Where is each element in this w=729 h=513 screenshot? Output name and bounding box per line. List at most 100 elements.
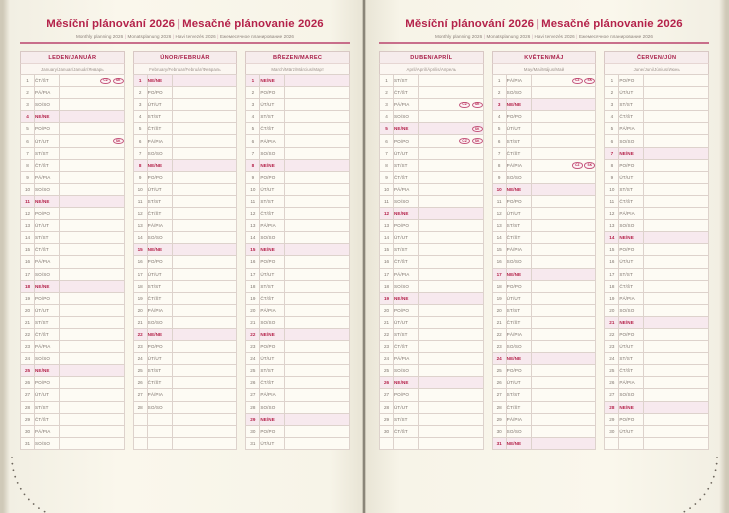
day-note-field[interactable] (643, 170, 710, 184)
day-note-field[interactable] (284, 207, 351, 221)
day-note-field[interactable] (171, 400, 238, 414)
day-note-field[interactable]: CZ SK (530, 73, 597, 88)
day-note-field[interactable] (643, 400, 710, 414)
day-note-field[interactable] (59, 170, 125, 184)
day-note-field[interactable] (171, 146, 238, 160)
day-note-field[interactable] (530, 400, 597, 414)
day-note-field[interactable] (59, 182, 125, 196)
day-note-field[interactable] (284, 146, 351, 160)
day-note-field[interactable] (530, 364, 597, 378)
day-note-field[interactable] (171, 170, 238, 184)
day-note-field[interactable] (59, 424, 125, 438)
day-note-field[interactable] (59, 267, 125, 281)
day-note-field[interactable] (284, 388, 351, 402)
day-note-field[interactable] (643, 146, 710, 160)
day-note-field[interactable] (171, 110, 238, 124)
day-note-field[interactable]: SK (418, 122, 484, 136)
day-note-field[interactable] (284, 243, 351, 257)
day-note-field[interactable]: CZ SK (59, 73, 125, 88)
day-note-field[interactable] (59, 400, 125, 414)
day-note-field[interactable] (530, 207, 597, 221)
day-note-field[interactable] (643, 279, 710, 293)
day-note-field[interactable] (171, 315, 238, 329)
day-note-field[interactable] (418, 267, 484, 281)
day-note-field[interactable] (418, 412, 484, 426)
day-note-field[interactable] (284, 436, 351, 450)
day-note-field[interactable] (59, 340, 125, 354)
day-note-field[interactable] (418, 400, 484, 414)
day-note-field[interactable] (171, 255, 238, 269)
day-note-field[interactable] (59, 207, 125, 221)
day-note-field[interactable] (171, 388, 238, 402)
day-note-field[interactable] (59, 279, 125, 293)
day-note-field[interactable] (643, 388, 710, 402)
day-note-field[interactable] (59, 158, 125, 172)
day-note-field[interactable] (59, 146, 125, 160)
day-note-field[interactable] (418, 255, 484, 269)
day-note-field[interactable] (171, 98, 238, 112)
day-note-field[interactable] (171, 352, 238, 366)
day-note-field[interactable] (530, 303, 597, 317)
day-note-field[interactable] (643, 303, 710, 317)
day-note-field[interactable] (284, 364, 351, 378)
day-note-field[interactable] (59, 364, 125, 378)
day-note-field[interactable] (284, 110, 351, 124)
day-note-field[interactable] (643, 134, 710, 148)
day-note-field[interactable] (530, 436, 597, 450)
day-note-field[interactable] (530, 315, 597, 329)
day-note-field[interactable] (284, 255, 351, 269)
day-note-field[interactable] (643, 412, 710, 426)
day-note-field[interactable] (530, 243, 597, 257)
day-note-field[interactable] (171, 158, 238, 172)
day-note-field[interactable] (284, 376, 351, 390)
day-note-field[interactable] (171, 207, 238, 221)
day-note-field[interactable] (643, 243, 710, 257)
day-note-field[interactable] (643, 352, 710, 366)
day-note-field[interactable] (643, 110, 710, 124)
day-note-field[interactable] (171, 364, 238, 378)
day-note-field[interactable] (643, 267, 710, 281)
day-note-field[interactable] (418, 315, 484, 329)
day-note-field[interactable] (530, 340, 597, 354)
day-note-field[interactable] (643, 255, 710, 269)
day-note-field[interactable] (284, 231, 351, 245)
day-note-field[interactable] (418, 424, 484, 438)
day-note-field[interactable] (418, 207, 484, 221)
day-note-field[interactable] (418, 86, 484, 100)
day-note-field[interactable] (418, 73, 484, 88)
day-note-field[interactable] (59, 303, 125, 317)
day-note-field[interactable] (171, 231, 238, 245)
day-note-field[interactable] (418, 110, 484, 124)
day-note-field[interactable] (418, 279, 484, 293)
day-note-field[interactable] (530, 327, 597, 342)
day-note-field[interactable] (643, 424, 710, 438)
day-note-field[interactable] (171, 279, 238, 293)
day-note-field[interactable] (171, 194, 238, 209)
day-note-field[interactable] (59, 194, 125, 209)
day-note-field[interactable] (530, 86, 597, 100)
day-note-field[interactable] (171, 303, 238, 317)
day-note-field[interactable] (284, 400, 351, 414)
day-note-field[interactable] (59, 315, 125, 329)
day-note-field[interactable] (284, 340, 351, 354)
day-note-field[interactable] (284, 122, 351, 136)
day-note-field[interactable] (171, 182, 238, 196)
day-note-field[interactable] (530, 170, 597, 184)
day-note-field[interactable] (418, 158, 484, 172)
day-note-field[interactable] (284, 303, 351, 317)
day-note-field[interactable] (643, 376, 710, 390)
day-note-field[interactable]: CZ SK (530, 158, 597, 172)
day-note-field[interactable] (284, 134, 351, 148)
day-note-field[interactable] (418, 170, 484, 184)
day-note-field[interactable] (171, 243, 238, 257)
day-note-field[interactable] (530, 134, 597, 148)
day-note-field[interactable] (59, 219, 125, 233)
day-note-field[interactable] (59, 86, 125, 100)
day-note-field[interactable] (418, 327, 484, 342)
day-note-field[interactable] (284, 412, 351, 426)
day-note-field[interactable] (530, 352, 597, 366)
day-note-field[interactable] (418, 340, 484, 354)
day-note-field[interactable] (171, 134, 238, 148)
day-note-field[interactable] (643, 327, 710, 342)
day-note-field[interactable] (530, 267, 597, 281)
